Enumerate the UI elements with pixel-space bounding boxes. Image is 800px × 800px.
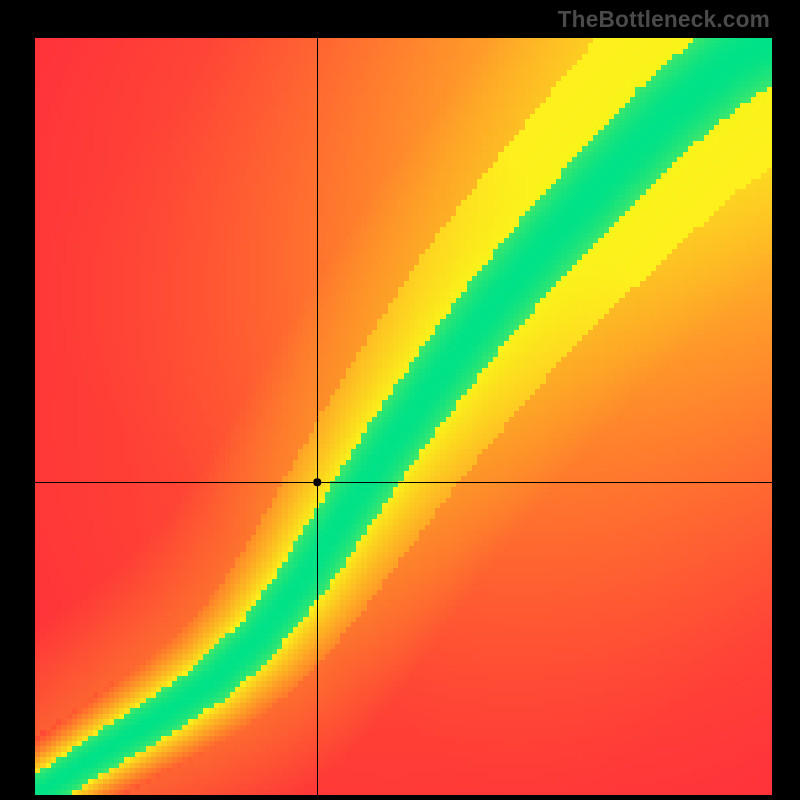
bottleneck-heatmap bbox=[0, 0, 800, 800]
chart-container: TheBottleneck.com bbox=[0, 0, 800, 800]
watermark-text: TheBottleneck.com bbox=[558, 6, 770, 33]
